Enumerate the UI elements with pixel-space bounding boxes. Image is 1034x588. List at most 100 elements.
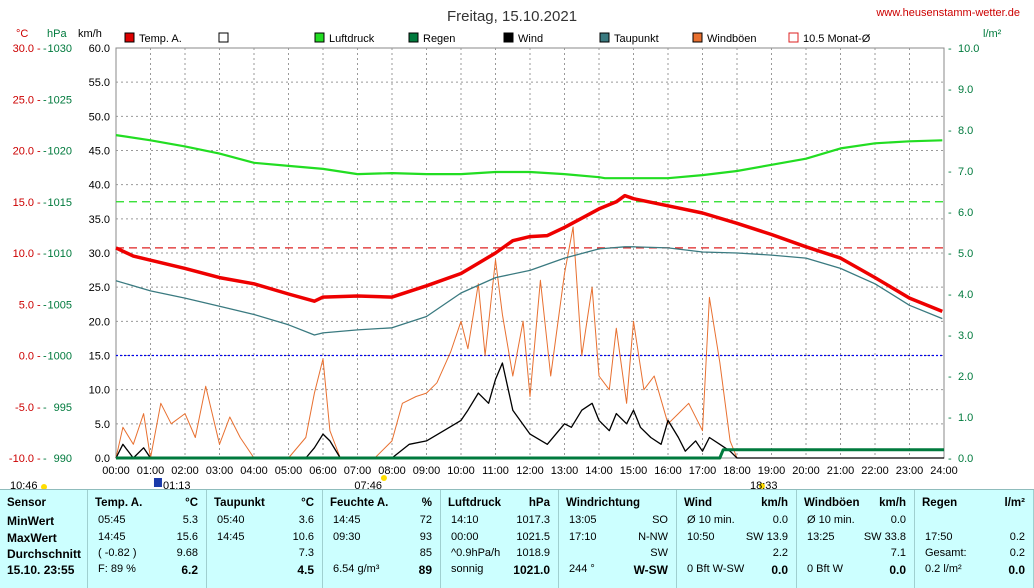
sunset-icon bbox=[758, 483, 765, 489]
regen-line bbox=[116, 448, 944, 460]
summary-col-taupunkt: Taupunkt °C 05:40 3.6 14:45 10.6 7.3 4.5 bbox=[207, 490, 323, 588]
max-time: 14:45 bbox=[98, 531, 126, 543]
foot-right: 89 bbox=[418, 563, 432, 577]
x-tick-label: 22:00 bbox=[861, 465, 889, 477]
wind-tick-label: 40.0 bbox=[89, 180, 110, 192]
foot-left: 0 Bft W bbox=[807, 563, 844, 575]
x-tick-label: 07:00 bbox=[344, 465, 372, 477]
foot-left: F: 89 % bbox=[98, 563, 136, 575]
temp-tick-label: 10.0 bbox=[13, 248, 34, 260]
x-tick-label: 11:00 bbox=[482, 465, 509, 477]
summary-header: Sensor bbox=[7, 497, 46, 509]
pressure-tick-label: 1020 bbox=[48, 146, 72, 158]
max-time: 10:50 bbox=[687, 531, 715, 543]
x-tick-label: 04:00 bbox=[240, 465, 268, 477]
rain-tick-label: 7.0 bbox=[958, 166, 973, 178]
site-link[interactable]: www.heusenstamm-wetter.de bbox=[875, 7, 1020, 19]
legend: Temp. A. Luftdruck Regen Wind Taupunkt Windbö… bbox=[124, 32, 871, 45]
weather-chart: Freitag, 15.10.2021 www.heusenstamm-wett… bbox=[9, 7, 1020, 489]
summary-row-label: Durchschnitt bbox=[7, 547, 82, 561]
summary-col-sensor: Sensor MinWert MaxWert Durchschnitt 15.10. 2… bbox=[0, 490, 88, 588]
avg-value: 1018.9 bbox=[516, 547, 550, 559]
summary-col-temp: Temp. A. °C 05:45 5.3 14:45 15.6 ( -0.82 ) 9.68… bbox=[88, 490, 207, 588]
moonset-icon bbox=[41, 484, 47, 489]
max-value: 15.6 bbox=[176, 531, 198, 543]
legend-label: Regen bbox=[423, 33, 455, 45]
pressure-tick-mark: - bbox=[43, 43, 47, 55]
summary-unit: km/h bbox=[761, 497, 788, 509]
pressure-tick-label: 1000 bbox=[48, 351, 72, 363]
avg-extra: ( -0.82 ) bbox=[98, 547, 137, 559]
wind-tick-label: 5.0 bbox=[95, 419, 110, 431]
rain-tick-label: 9.0 bbox=[958, 84, 973, 96]
rain-tick-label: 10.0 bbox=[958, 43, 979, 55]
summary-header: Wind bbox=[684, 497, 712, 509]
wind-tick-label: 50.0 bbox=[89, 111, 110, 123]
min-time: Ø 10 min. bbox=[687, 514, 735, 526]
x-tick-label: 23:00 bbox=[896, 465, 924, 477]
min-time: Ø 10 min. bbox=[807, 514, 855, 526]
rain-tick-label: 8.0 bbox=[958, 125, 973, 137]
legend-swatch bbox=[692, 32, 703, 43]
summary-row-label: MaxWert bbox=[7, 531, 57, 545]
pressure-tick-mark: - bbox=[43, 197, 47, 209]
max-value: 10.6 bbox=[292, 531, 314, 543]
x-tick-label: 17:00 bbox=[689, 465, 717, 477]
summary-header: Taupunkt bbox=[214, 497, 265, 509]
pressure-tick-mark: - bbox=[43, 453, 47, 465]
pressure-tick-label: 1015 bbox=[48, 197, 72, 209]
rain-tick-mark: - bbox=[948, 207, 952, 219]
max-value: 93 bbox=[419, 531, 432, 543]
x-tick-label: 12:00 bbox=[516, 465, 544, 477]
legend-swatch bbox=[408, 32, 419, 43]
moonset-label: 10:46 bbox=[10, 480, 38, 489]
wind-tick-label: 35.0 bbox=[89, 214, 110, 226]
summary-col-windrichtung: Windrichtung 13:05 SO 17:10 N-NW SW 244 ° W-SW bbox=[559, 490, 677, 588]
wind-tick-label: 20.0 bbox=[89, 316, 110, 328]
legend-item-taupunkt: Taupunkt bbox=[599, 32, 659, 45]
rain-tick-mark: - bbox=[948, 371, 952, 383]
legend-item-blank bbox=[218, 32, 229, 43]
max-time: 17:10 bbox=[569, 531, 597, 543]
wind-unit-label: km/h bbox=[78, 28, 102, 40]
max-time: 17:50 bbox=[925, 531, 953, 543]
x-tick-label: 08:00 bbox=[378, 465, 406, 477]
max-time: 00:00 bbox=[451, 531, 479, 543]
x-tick-label: 16:00 bbox=[654, 465, 682, 477]
avg-extra: ^0.9hPa/h bbox=[451, 547, 501, 559]
x-tick-label: 05:00 bbox=[275, 465, 303, 477]
pressure-tick-mark: - bbox=[43, 402, 47, 414]
temp-tick-label: 30.0 bbox=[13, 43, 34, 55]
wind-tick-label: 60.0 bbox=[89, 43, 110, 55]
wind-tick-label: 30.0 bbox=[89, 248, 110, 260]
sunrise-label: 07:46 bbox=[354, 480, 382, 489]
summary-row-label: MinWert bbox=[7, 514, 55, 528]
taupunkt-line bbox=[115, 246, 943, 336]
avg-value: 7.3 bbox=[298, 547, 314, 559]
summary-header: Windrichtung bbox=[566, 497, 640, 509]
legend-item-regen: Regen bbox=[408, 32, 455, 45]
rain-tick-label: 2.0 bbox=[958, 371, 973, 383]
legend-swatch bbox=[218, 32, 229, 43]
foot-right: 0.0 bbox=[889, 563, 906, 577]
x-tick-label: 13:00 bbox=[551, 465, 579, 477]
wind-tick-label: 15.0 bbox=[89, 351, 110, 363]
temp-tick-mark: - bbox=[37, 146, 41, 158]
x-tick-label: 24:00 bbox=[930, 465, 958, 477]
x-tick-label: 19:00 bbox=[758, 465, 786, 477]
foot-left: sonnig bbox=[451, 563, 484, 575]
pressure-tick-mark: - bbox=[43, 146, 47, 158]
rain-tick-mark: - bbox=[948, 248, 952, 260]
legend-swatch bbox=[124, 32, 135, 43]
min-value: 0.0 bbox=[890, 514, 906, 526]
summary-col-luftdruck: Luftdruck hPa 14:10 1017.3 00:00 1021.5 ^0.9hP… bbox=[441, 490, 559, 588]
pressure-tick-mark: - bbox=[43, 351, 47, 363]
x-tick-label: 06:00 bbox=[309, 465, 337, 477]
summary-unit: l/m² bbox=[1004, 497, 1025, 509]
avg-extra: Gesamt: bbox=[925, 547, 967, 559]
legend-swatch bbox=[788, 32, 799, 43]
temp-tick-mark: - bbox=[37, 197, 41, 209]
pressure-tick-label: 990 bbox=[54, 453, 72, 465]
legend-item-temp: Temp. A. bbox=[124, 32, 182, 45]
min-time: 05:45 bbox=[98, 514, 126, 526]
